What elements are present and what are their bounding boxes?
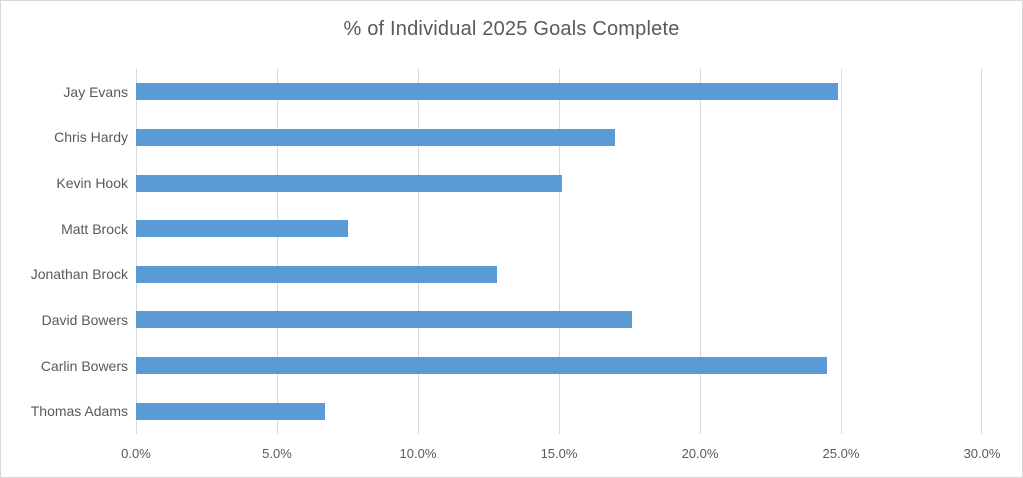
x-tick-label: 10.0% — [399, 446, 437, 461]
x-axis: 0.0% 5.0% 10.0% 15.0% 20.0% 25.0% 30.0% — [121, 446, 1000, 466]
bar — [136, 128, 616, 146]
bar-row: Kevin Hook — [1, 160, 982, 206]
bar-row: Chris Hardy — [1, 115, 982, 161]
bar-track — [136, 220, 982, 238]
gridline — [136, 69, 137, 434]
bar-row: David Bowers — [1, 297, 982, 343]
bar — [136, 220, 348, 238]
x-tick-label: 25.0% — [822, 446, 860, 461]
x-tick-label: 0.0% — [121, 446, 151, 461]
bar — [136, 265, 497, 283]
category-label: Kevin Hook — [56, 175, 128, 192]
bar-row: Matt Brock — [1, 206, 982, 252]
gridline — [417, 69, 419, 434]
chart-title: % of Individual 2025 Goals Complete — [343, 18, 680, 40]
category-label: Chris Hardy — [54, 129, 128, 146]
gridline — [981, 69, 982, 434]
bar-row: Carlin Bowers — [1, 343, 982, 389]
bar — [136, 402, 325, 420]
bar — [136, 311, 633, 329]
category-label: Matt Brock — [61, 220, 128, 237]
gridlines — [136, 69, 982, 434]
category-label: Thomas Adams — [30, 403, 128, 420]
gridline — [559, 69, 560, 434]
x-tick-label: 5.0% — [262, 446, 292, 461]
bar-track — [136, 83, 982, 101]
bar — [136, 83, 839, 101]
bar-track — [136, 128, 982, 146]
bar-row: Jonathan Brock — [1, 252, 982, 298]
bar-track — [136, 402, 982, 420]
bar-row: Jay Evans — [1, 69, 982, 115]
category-label: David Bowers — [41, 311, 128, 328]
plot-area: Jay Evans Chris Hardy Kevin Hook Matt Br… — [1, 69, 982, 434]
bar-rows: Jay Evans Chris Hardy Kevin Hook Matt Br… — [1, 69, 982, 434]
bar-track — [136, 174, 982, 192]
gridline — [700, 69, 701, 434]
gridline — [277, 69, 278, 434]
x-tick-label: 30.0% — [963, 446, 1001, 461]
x-tick-label: 15.0% — [540, 446, 578, 461]
bar-track — [136, 357, 982, 375]
bar-row: Thomas Adams — [1, 388, 982, 434]
category-label: Carlin Bowers — [40, 357, 128, 374]
bar-track — [136, 265, 982, 283]
bar — [136, 174, 562, 192]
bar — [136, 357, 827, 375]
category-label: Jay Evans — [63, 83, 128, 100]
bar-track — [136, 311, 982, 329]
gridline — [840, 69, 842, 434]
category-label: Jonathan Brock — [30, 266, 128, 283]
x-tick-label: 20.0% — [681, 446, 719, 461]
